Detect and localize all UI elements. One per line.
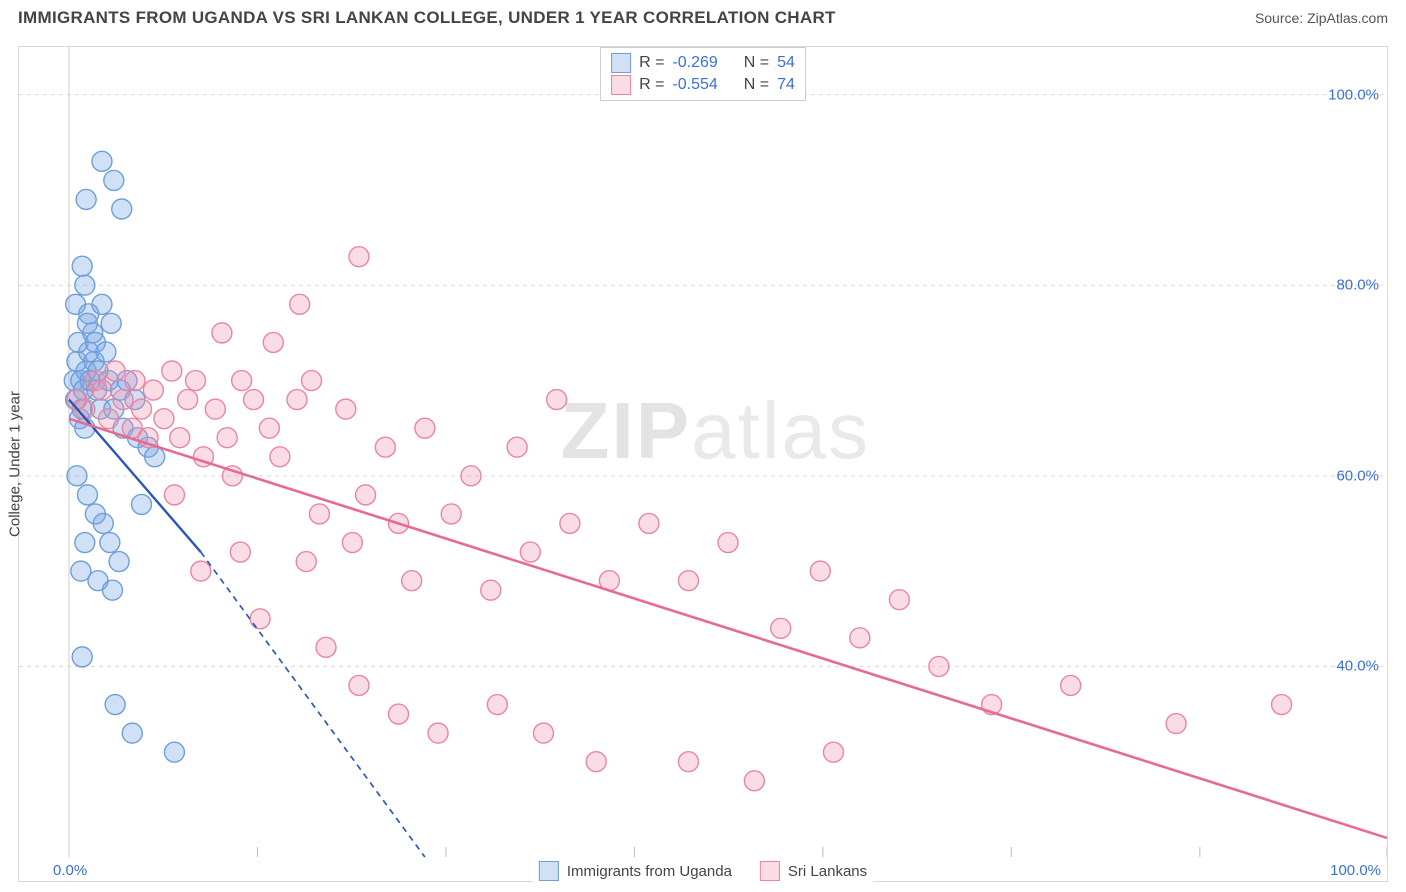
series-legend-label: Immigrants from Uganda bbox=[567, 863, 732, 880]
chart-title: IMMIGRANTS FROM UGANDA VS SRI LANKAN COL… bbox=[18, 8, 836, 28]
x-axis-min-label: 0.0% bbox=[53, 862, 87, 879]
correlation-legend-row: R = -0.554 N = 74 bbox=[611, 74, 795, 96]
legend-swatch-icon bbox=[539, 861, 559, 881]
scatter-plot bbox=[19, 47, 1387, 881]
legend-n-value: 74 bbox=[777, 76, 795, 94]
source-link[interactable]: ZipAtlas.com bbox=[1307, 10, 1388, 26]
legend-n-label: N = bbox=[744, 76, 769, 94]
y-tick-label: 100.0% bbox=[1328, 86, 1379, 103]
y-tick-label: 80.0% bbox=[1336, 277, 1379, 294]
series-legend-item: Immigrants from Uganda bbox=[539, 861, 732, 881]
correlation-legend-row: R = -0.269 N = 54 bbox=[611, 52, 795, 74]
series-legend-item: Sri Lankans bbox=[760, 861, 867, 881]
legend-n-value: 54 bbox=[777, 54, 795, 72]
legend-r-value: -0.554 bbox=[672, 76, 717, 94]
chart-container: College, Under 1 year ZIPatlas R =-0.269… bbox=[18, 46, 1388, 882]
legend-swatch-icon bbox=[611, 75, 631, 95]
legend-swatch-icon bbox=[760, 861, 780, 881]
y-tick-label: 60.0% bbox=[1336, 467, 1379, 484]
series-legend-label: Sri Lankans bbox=[788, 863, 867, 880]
y-tick-label: 40.0% bbox=[1336, 658, 1379, 675]
series-legend: Immigrants from Uganda Sri Lankans bbox=[533, 860, 873, 882]
y-axis-label: College, Under 1 year bbox=[7, 391, 24, 537]
legend-r-label: R = bbox=[639, 54, 664, 72]
x-axis-max-label: 100.0% bbox=[1330, 862, 1381, 879]
legend-r-value: -0.269 bbox=[672, 54, 717, 72]
source-prefix: Source: bbox=[1255, 10, 1307, 26]
legend-r-label: R = bbox=[639, 76, 664, 94]
source-attribution: Source: ZipAtlas.com bbox=[1255, 10, 1388, 26]
legend-n-label: N = bbox=[744, 54, 769, 72]
correlation-legend: R = -0.269 N = 54 R = -0.554 N = 74 bbox=[600, 47, 806, 101]
legend-swatch-icon bbox=[611, 53, 631, 73]
